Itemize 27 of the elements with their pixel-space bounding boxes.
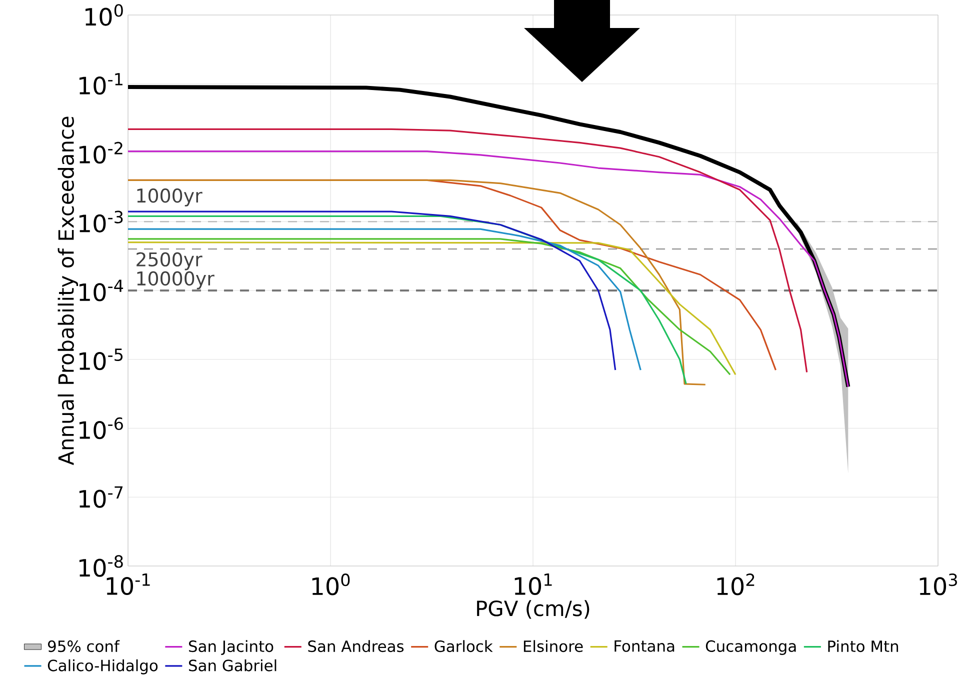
legend-label: Cucamonga [706,640,796,655]
y-tick-label: 10$^{-2}$ [80,142,122,164]
y-tick-label: 10$^{-6}$ [80,417,123,440]
y-tick-label: 10$^{-1}$ [80,73,122,95]
ref-line-label: 10000yr [137,271,214,290]
legend-label: San Jacinto [188,640,274,655]
ref-line-label: 1000yr [137,188,202,206]
legend-label: Pinto Mtn [828,640,898,652]
legend-label: San Gabriel [188,659,276,672]
y-tick-label: 10$^{-3}$ [80,210,123,232]
y-tick-label: 10$^{-4}$ [80,280,124,302]
x-tick-label: 10$^{2}$ [717,574,754,596]
x-tick-label: 10$^{3}$ [920,574,957,596]
ref-line-label: 2500yr [136,252,202,270]
legend-label: Fontana [614,640,674,652]
legend-label: San Andreas [308,640,404,652]
y-axis-title: Annual Probability of Exceedance [58,116,78,466]
legend-label: Calico-Hidalgo [48,659,158,674]
x-axis-title: PGV (cm/s) [477,600,590,619]
x-tick-label: 10$^{1}$ [514,574,552,596]
y-tick-label: 10$^{-7}$ [80,486,123,508]
legend-label: Elsinore [524,640,583,652]
legend-label: Garlock [434,640,493,652]
x-tick-label: 10$^{0}$ [312,574,350,596]
y-tick-label: 10$^{0}$ [86,4,123,26]
y-tick-label: 10$^{-5}$ [80,348,123,370]
legend-label: 95% conf [48,640,120,652]
